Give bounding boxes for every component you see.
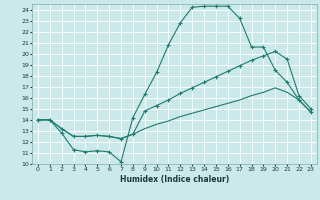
X-axis label: Humidex (Indice chaleur): Humidex (Indice chaleur) (120, 175, 229, 184)
